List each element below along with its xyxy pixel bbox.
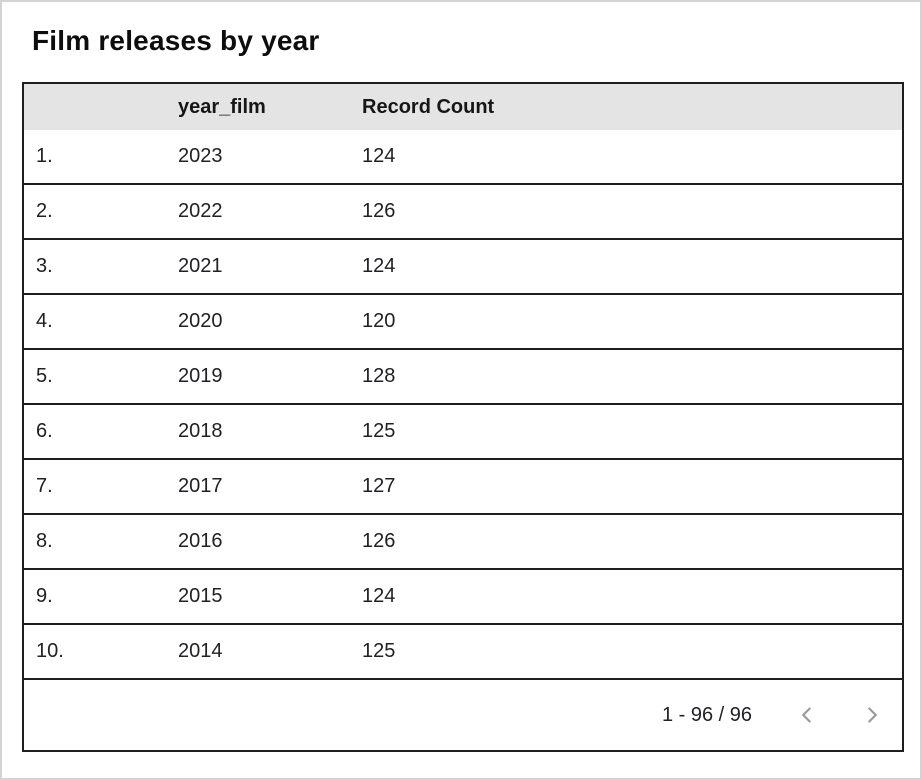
year-film-cell: 2023: [178, 145, 223, 167]
previous-page-button[interactable]: [787, 695, 827, 735]
table-row: 5. 2019 128: [24, 350, 902, 405]
record-count-cell: 126: [362, 200, 396, 222]
table-footer: 1 - 96 / 96: [24, 680, 902, 750]
row-index: 2.: [36, 200, 53, 222]
row-index: 10.: [36, 640, 64, 662]
row-index: 8.: [36, 530, 53, 552]
year-film-cell: 2016: [178, 530, 223, 552]
table-header-row: year_film Record Count: [24, 84, 902, 130]
row-index: 7.: [36, 475, 53, 497]
page-title: Film releases by year: [32, 25, 320, 56]
year-film-cell: 2015: [178, 585, 223, 607]
table-row: 6. 2018 125: [24, 405, 902, 460]
data-table: year_film Record Count 1. 2023 124 2. 20…: [22, 82, 904, 752]
table-row: 1. 2023 124: [24, 130, 902, 185]
record-count-cell: 124: [362, 255, 396, 277]
year-film-cell: 2019: [178, 365, 223, 387]
record-count-cell: 120: [362, 310, 396, 332]
year-film-cell: 2020: [178, 310, 223, 332]
row-index: 5.: [36, 365, 53, 387]
record-count-cell: 125: [362, 420, 396, 442]
record-count-cell: 125: [362, 640, 396, 662]
row-index: 4.: [36, 310, 53, 332]
table-row: 7. 2017 127: [24, 460, 902, 515]
record-count-cell: 126: [362, 530, 396, 552]
table-row: 10. 2014 125: [24, 625, 902, 680]
record-count-cell: 128: [362, 365, 396, 387]
table-row: 3. 2021 124: [24, 240, 902, 295]
row-index: 6.: [36, 420, 53, 442]
pagination-range-label: 1 - 96 / 96: [661, 703, 752, 726]
next-page-button[interactable]: [852, 695, 892, 735]
row-index: 9.: [36, 585, 53, 607]
chevron-left-icon: [794, 702, 820, 728]
column-header-record-count[interactable]: Record Count: [362, 95, 495, 118]
table-row: 8. 2016 126: [24, 515, 902, 570]
year-film-cell: 2021: [178, 255, 223, 277]
column-header-year-film[interactable]: year_film: [178, 95, 266, 118]
row-index: 3.: [36, 255, 53, 277]
record-count-cell: 127: [362, 475, 396, 497]
chevron-right-icon: [859, 702, 885, 728]
record-count-cell: 124: [362, 585, 396, 607]
year-film-cell: 2022: [178, 200, 223, 222]
year-film-cell: 2018: [178, 420, 223, 442]
year-film-cell: 2017: [178, 475, 223, 497]
table-row: 2. 2022 126: [24, 185, 902, 240]
table-row: 9. 2015 124: [24, 570, 902, 625]
table-row: 4. 2020 120: [24, 295, 902, 350]
year-film-cell: 2014: [178, 640, 223, 662]
row-index: 1.: [36, 145, 53, 167]
record-count-cell: 124: [362, 145, 396, 167]
